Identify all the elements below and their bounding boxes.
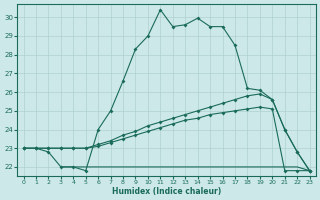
X-axis label: Humidex (Indice chaleur): Humidex (Indice chaleur) — [112, 187, 221, 196]
